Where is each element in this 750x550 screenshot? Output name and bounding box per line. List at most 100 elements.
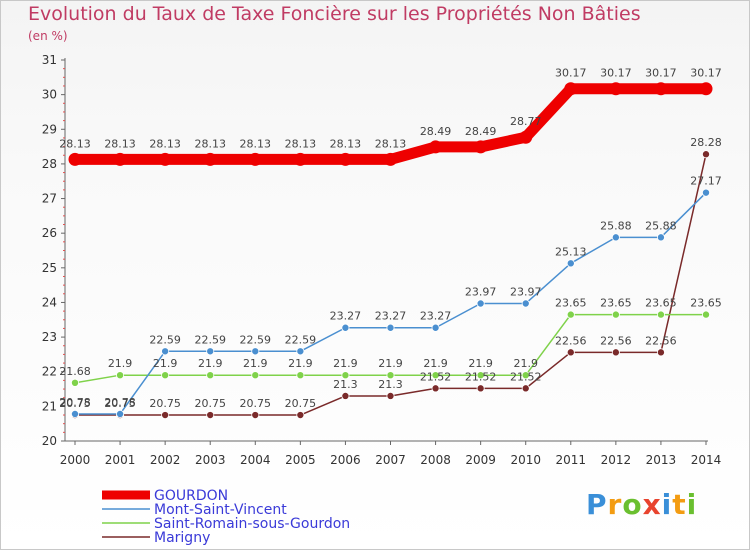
- y-tick-label: 26: [42, 226, 57, 240]
- data-label: 22.59: [149, 333, 181, 346]
- data-point: [611, 233, 620, 242]
- data-label: 30.17: [690, 67, 722, 80]
- x-tick-label: 2012: [601, 453, 632, 467]
- x-tick-label: 2003: [195, 453, 226, 467]
- data-label: 23.65: [690, 297, 722, 310]
- y-tick-label: 22: [42, 365, 57, 379]
- data-label: 21.52: [465, 370, 497, 383]
- data-point: [431, 371, 440, 380]
- data-label: 21.9: [288, 357, 313, 370]
- chart-title: Evolution du Taux de Taxe Foncière sur l…: [28, 3, 641, 25]
- y-tick-label: 27: [42, 192, 57, 206]
- data-point: [161, 411, 170, 420]
- data-label: 21.3: [378, 378, 403, 391]
- legend-label: Marigny: [154, 530, 210, 546]
- data-point: [609, 82, 623, 96]
- data-label: 27.17: [690, 175, 722, 188]
- data-point: [521, 384, 530, 393]
- data-label: 23.27: [330, 310, 362, 323]
- data-point: [296, 347, 305, 356]
- data-label: 20.75: [59, 397, 91, 410]
- data-label: 23.97: [465, 285, 497, 298]
- data-label: 20.75: [104, 397, 136, 410]
- data-point: [71, 378, 80, 387]
- x-tick-label: 2011: [556, 453, 587, 467]
- data-label: 22.56: [600, 334, 632, 347]
- data-point: [566, 348, 575, 357]
- proxiti-logo: Proxiti: [586, 488, 698, 521]
- y-tick-label: 21: [42, 399, 57, 413]
- data-point: [293, 152, 307, 166]
- legend-label: Saint-Romain-sous-Gourdon: [154, 516, 350, 532]
- x-tick-label: 2008: [420, 453, 451, 467]
- data-point: [71, 409, 80, 418]
- data-point: [158, 152, 172, 166]
- data-point: [68, 152, 82, 166]
- data-label: 20.78: [104, 396, 136, 409]
- data-point: [656, 310, 665, 319]
- data-point: [203, 152, 217, 166]
- data-point: [702, 150, 711, 159]
- data-point: [699, 82, 713, 96]
- data-label: 21.9: [153, 357, 178, 370]
- data-point: [251, 371, 260, 380]
- data-label: 20.75: [240, 397, 272, 410]
- y-tick-label: 20: [42, 434, 57, 448]
- x-tick-label: 2004: [240, 453, 271, 467]
- data-point: [251, 411, 260, 420]
- data-point: [386, 371, 395, 380]
- x-tick-label: 2002: [150, 453, 181, 467]
- data-label: 22.59: [240, 333, 272, 346]
- data-label: 21.9: [108, 357, 133, 370]
- data-label: 28.28: [690, 136, 722, 149]
- data-label: 20.75: [149, 397, 181, 410]
- data-label: 22.59: [194, 333, 226, 346]
- data-point: [476, 371, 485, 380]
- data-label: 28.13: [149, 137, 181, 150]
- x-tick-label: 2001: [105, 453, 136, 467]
- data-point: [248, 152, 262, 166]
- data-point: [656, 233, 665, 242]
- y-tick-label: 29: [42, 122, 57, 136]
- data-point: [431, 323, 440, 332]
- data-label: 28.13: [285, 137, 317, 150]
- data-label: 21.9: [513, 357, 538, 370]
- data-label: 28.13: [104, 137, 136, 150]
- data-label: 21.9: [423, 357, 448, 370]
- data-label: 30.17: [555, 67, 587, 80]
- data-label: 22.59: [285, 333, 317, 346]
- x-tick-label: 2010: [510, 453, 541, 467]
- data-point: [521, 371, 530, 380]
- data-point: [702, 188, 711, 197]
- data-label: 21.3: [333, 378, 358, 391]
- data-point: [384, 152, 397, 166]
- data-point: [611, 310, 620, 319]
- data-label: 20.75: [285, 397, 317, 410]
- data-point: [564, 82, 578, 96]
- data-point: [386, 391, 395, 400]
- x-tick-label: 2007: [375, 453, 406, 467]
- data-label: 23.65: [555, 297, 587, 310]
- data-point: [161, 347, 170, 356]
- data-label: 21.9: [378, 357, 403, 370]
- data-label: 25.88: [645, 219, 677, 232]
- data-point: [431, 384, 440, 393]
- data-label: 28.13: [194, 137, 226, 150]
- data-point: [206, 347, 215, 356]
- data-label: 21.9: [468, 357, 493, 370]
- data-label: 28.13: [59, 137, 91, 150]
- data-label: 21.68: [59, 365, 91, 378]
- x-tick-label: 2006: [330, 453, 361, 467]
- data-point: [611, 348, 620, 357]
- data-label: 28.13: [330, 137, 362, 150]
- data-label: 25.88: [600, 219, 632, 232]
- data-label: 21.9: [243, 357, 268, 370]
- data-label: 30.17: [645, 67, 677, 80]
- data-label: 28.13: [240, 137, 272, 150]
- data-point: [519, 130, 533, 144]
- data-point: [566, 310, 575, 319]
- y-tick-label: 23: [42, 330, 57, 344]
- data-point: [386, 323, 395, 332]
- data-point: [476, 384, 485, 393]
